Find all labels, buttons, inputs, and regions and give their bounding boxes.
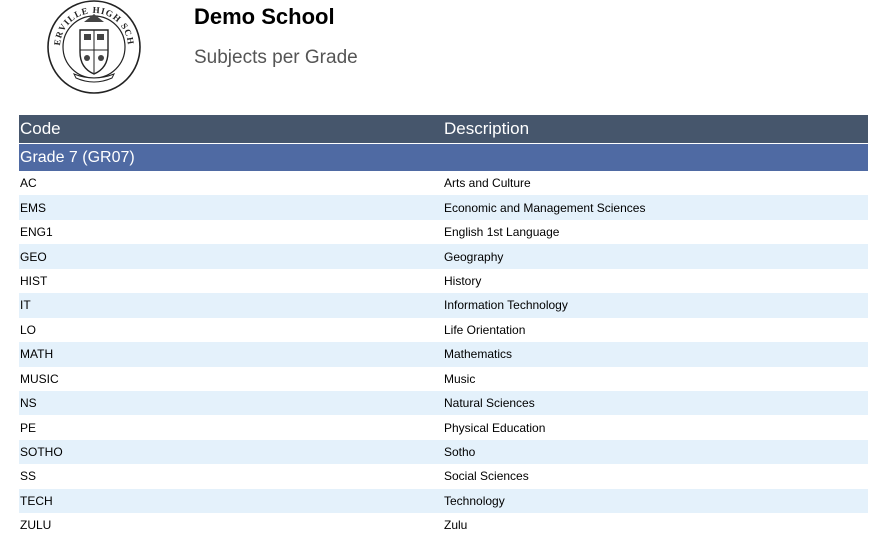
- subject-code: AC: [20, 176, 37, 191]
- subject-description: Physical Education: [444, 420, 546, 435]
- subject-description: Music: [444, 371, 476, 386]
- table-row: SS Social Sciences: [19, 464, 868, 488]
- school-crest-logo: WATERVILLE HIGH SCHOOL: [39, 0, 144, 94]
- subject-description: English 1st Language: [444, 225, 560, 240]
- subject-description: Life Orientation: [444, 322, 526, 337]
- subject-description: Sotho: [444, 445, 476, 460]
- table-row: ZULU Zulu: [19, 513, 868, 537]
- subject-description: Natural Sciences: [444, 396, 535, 411]
- subject-code: PE: [20, 420, 37, 435]
- subject-description: Economic and Management Sciences: [444, 200, 646, 215]
- subject-description: Social Sciences: [444, 469, 529, 484]
- column-header-description: Description: [444, 119, 530, 138]
- subject-description: Mathematics: [444, 347, 513, 362]
- table-row: NS Natural Sciences: [19, 390, 868, 416]
- subject-description: History: [444, 273, 482, 288]
- table-row: MUSIC Music: [19, 367, 868, 391]
- grade-group-label: Grade 7 (GR07): [20, 148, 135, 166]
- subject-description: Zulu: [444, 518, 468, 533]
- table-row: AC Arts and Culture: [19, 171, 868, 195]
- table-row: LO Life Orientation: [19, 318, 868, 342]
- column-header-code: Code: [20, 119, 61, 138]
- subject-description: Information Technology: [444, 298, 568, 313]
- subject-code: SOTHO: [20, 445, 63, 460]
- subject-code: TECH: [20, 493, 53, 508]
- table-row: TECH Technology: [19, 488, 868, 514]
- subject-code: MUSIC: [20, 371, 59, 386]
- table-row: EMS Economic and Management Sciences: [19, 195, 868, 220]
- table-row: SOTHO Sotho: [19, 439, 868, 465]
- grade-group-row: Grade 7 (GR07): [19, 143, 868, 171]
- subjects-table: Code Description Grade 7 (GR07) AC Arts …: [19, 115, 868, 538]
- table-row: ENG1 English 1st Language: [19, 220, 868, 244]
- subject-code: ZULU: [20, 518, 52, 533]
- subject-description: Geography: [444, 249, 504, 264]
- table-row: HIST History: [19, 269, 868, 293]
- subject-code: IT: [20, 298, 31, 313]
- subject-code: EMS: [20, 200, 47, 215]
- subject-description: Arts and Culture: [444, 176, 531, 191]
- report-title: Subjects per Grade: [194, 47, 358, 68]
- table-row: GEO Geography: [19, 244, 868, 269]
- table-row: IT Information Technology: [19, 293, 868, 318]
- subject-description: Technology: [444, 493, 505, 508]
- subject-code: ENG1: [20, 225, 53, 240]
- subject-code: GEO: [20, 249, 47, 264]
- table-row: MATH Mathematics: [19, 342, 868, 367]
- subject-code: LO: [20, 322, 37, 337]
- table-header-row: Code Description: [19, 115, 868, 143]
- subject-code: NS: [20, 396, 37, 411]
- subject-code: SS: [20, 469, 37, 484]
- subject-code: MATH: [20, 347, 54, 362]
- school-name: Demo School: [194, 4, 335, 29]
- subject-code: HIST: [20, 273, 48, 288]
- table-row: PE Physical Education: [19, 415, 868, 439]
